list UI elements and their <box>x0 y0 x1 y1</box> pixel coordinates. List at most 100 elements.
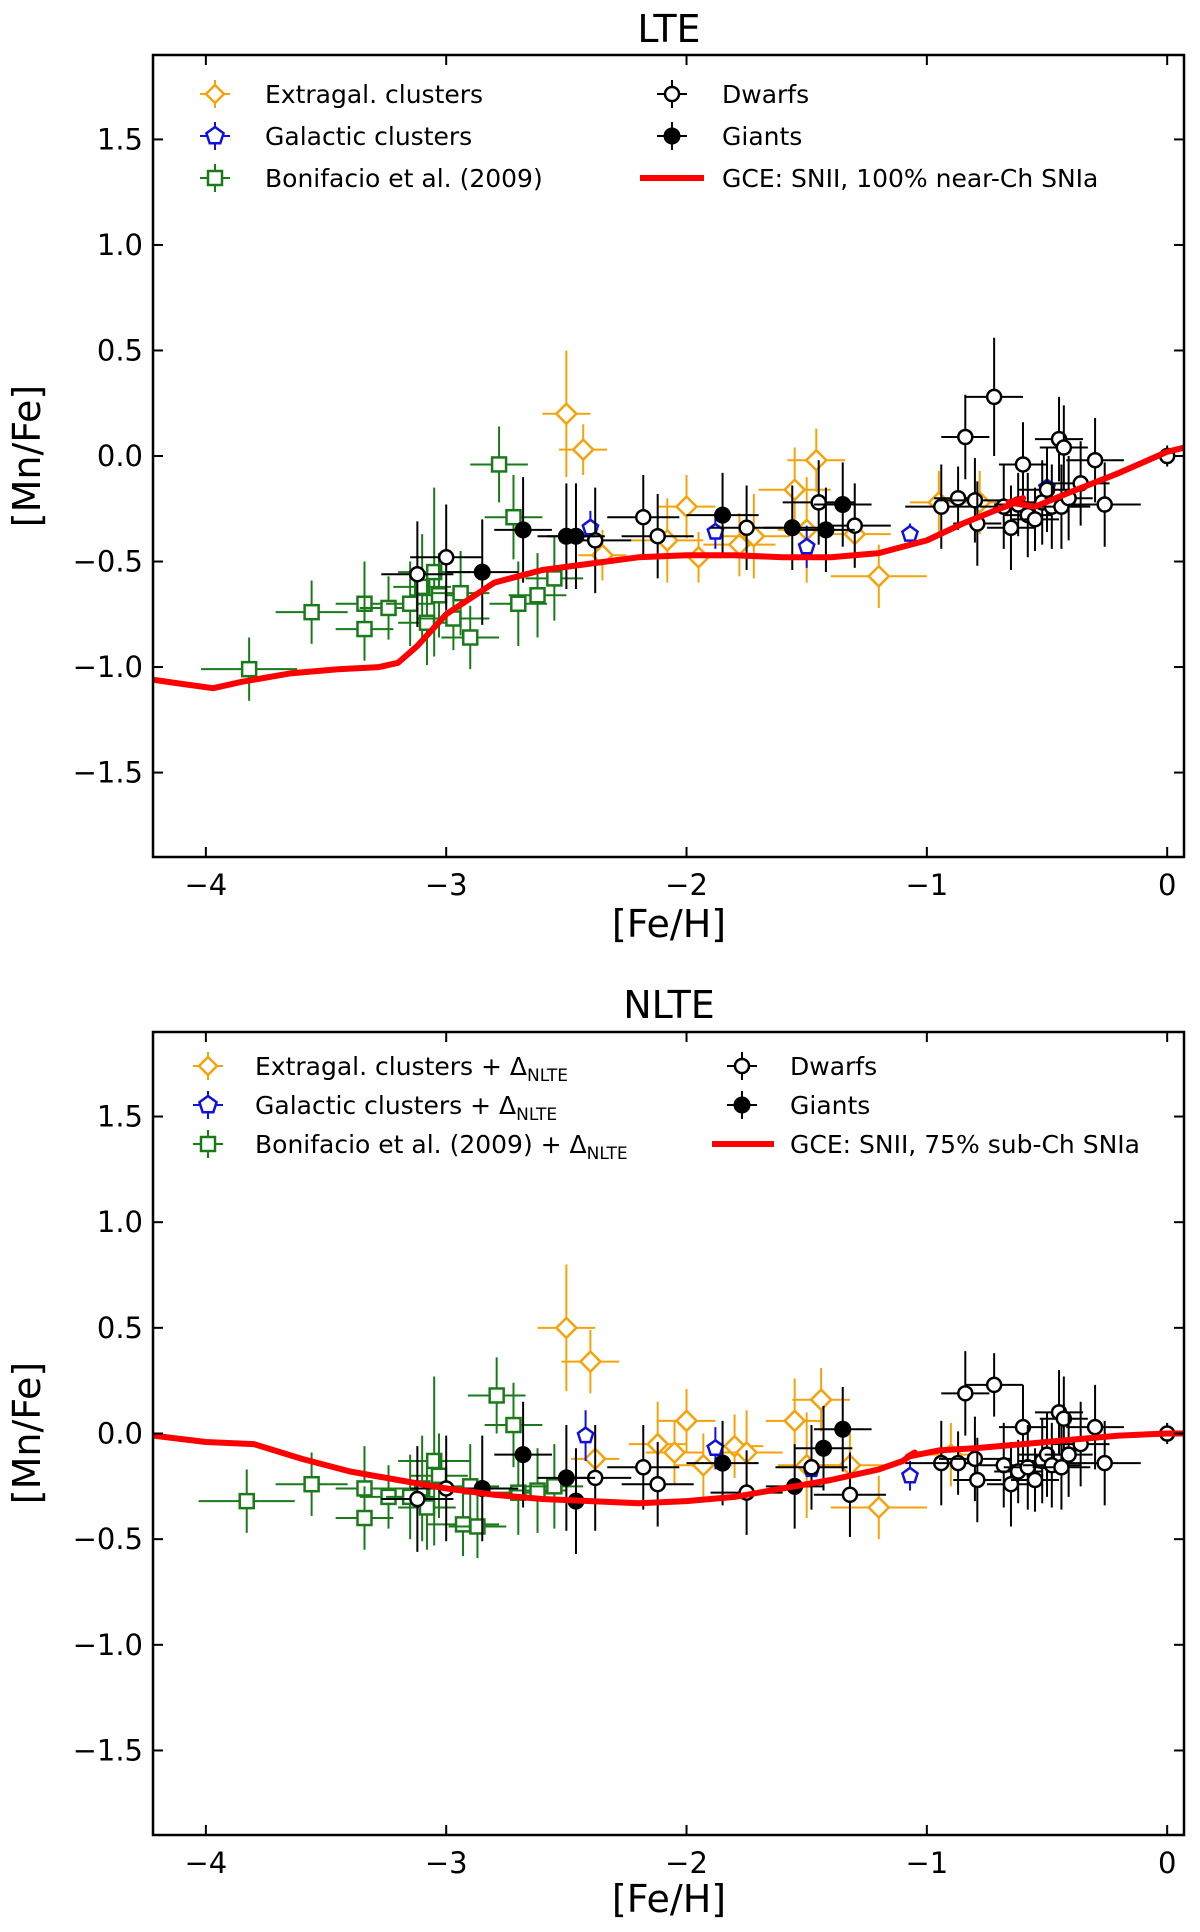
y-tick-label: −1.0 <box>73 1628 143 1662</box>
data-point <box>198 1469 295 1533</box>
data-point-marker <box>1055 439 1073 456</box>
data-point <box>765 1378 824 1464</box>
data-point-marker <box>1014 456 1032 473</box>
data-point-marker <box>1026 511 1044 528</box>
data-point <box>686 1420 759 1506</box>
legend-label: Bonifacio et al. (2009) <box>265 164 543 193</box>
data-point <box>621 1441 694 1527</box>
data-point <box>830 1475 927 1540</box>
data-point-marker <box>1060 1446 1077 1463</box>
data-point <box>275 1452 348 1516</box>
legend-label: GCE: SNII, 100% near-Ch SNIa <box>722 164 1098 193</box>
data-point <box>1066 418 1124 503</box>
y-tick-label: −0.5 <box>73 545 143 579</box>
data-point-marker <box>554 1316 579 1340</box>
data-point-marker <box>546 570 563 587</box>
data-point-marker <box>1038 481 1056 499</box>
data-point <box>381 1446 454 1552</box>
y-tick-label: 0.5 <box>97 1311 143 1345</box>
data-point <box>446 519 519 625</box>
data-point-marker <box>783 519 801 537</box>
data-point <box>470 426 528 503</box>
data-point <box>900 523 920 545</box>
data-point-marker <box>810 494 827 511</box>
data-point <box>1066 1384 1124 1470</box>
legend-item-gce: GCE: SNII, 100% near-Ch SNIa <box>640 164 1098 193</box>
data-layer <box>153 337 1184 701</box>
series-extragal <box>537 1264 980 1540</box>
data-point <box>547 483 605 589</box>
legend-item-giants: Giants <box>657 122 802 151</box>
data-point-marker <box>567 527 585 545</box>
data-point-marker <box>554 402 579 426</box>
data-point-marker <box>867 1495 891 1520</box>
data-point <box>467 1357 526 1434</box>
data-point-marker <box>437 549 455 566</box>
data-point <box>525 1444 584 1529</box>
data-point-marker <box>834 1420 852 1438</box>
legend-item-bonifacio: Bonifacio et al. (2009) + ΔNLTE <box>193 1130 628 1164</box>
data-point <box>657 1389 716 1453</box>
data-point-marker <box>452 584 469 602</box>
data-point-marker <box>706 1438 725 1457</box>
data-point <box>508 553 567 638</box>
data-point <box>792 1367 850 1432</box>
filled-circle-marker-icon <box>733 1096 751 1114</box>
data-point <box>621 493 694 579</box>
legend-item-dwarfs: Dwarfs <box>727 1052 877 1081</box>
legend-item-extragal: Extragal. clusters <box>200 80 483 109</box>
data-point-marker <box>557 1469 575 1487</box>
data-point-marker <box>714 506 732 524</box>
data-point-marker <box>409 1490 426 1508</box>
data-point-marker <box>995 1456 1013 1474</box>
data-point <box>537 1425 596 1531</box>
data-point <box>965 1353 1023 1417</box>
data-point <box>941 1351 990 1436</box>
ticks: −4 −3 −2 −1 0 −1.5 −1.0 −0.5 0.0 0.5 1.0 1.5 <box>73 1032 1184 1880</box>
x-tick-label: −1 <box>905 1846 948 1880</box>
data-point-marker <box>356 620 373 638</box>
data-point <box>900 1460 920 1491</box>
data-point-marker <box>1096 496 1113 513</box>
data-point <box>1010 487 1060 551</box>
data-point-marker <box>782 1409 807 1433</box>
data-point-marker <box>949 489 967 507</box>
y-axis-label: [Mn/Fe] <box>5 1362 49 1504</box>
legend-label: Giants <box>790 1091 870 1120</box>
data-point <box>706 1427 725 1470</box>
data-point-marker <box>356 1509 373 1527</box>
data-point-marker <box>738 519 755 537</box>
data-point-marker <box>722 1434 747 1458</box>
data-point-marker <box>817 521 835 539</box>
y-tick-label: 1.5 <box>97 122 143 156</box>
data-point-marker <box>674 1409 699 1433</box>
data-point <box>431 550 490 636</box>
y-tick-label: 0.0 <box>97 1417 143 1451</box>
x-tick-label: 0 <box>1158 868 1176 902</box>
legend-label: Dwarfs <box>722 80 809 109</box>
data-point <box>525 536 584 621</box>
data-point-marker <box>505 1416 522 1434</box>
data-point-marker <box>238 1492 255 1510</box>
data-point <box>794 1406 853 1491</box>
data-point-marker <box>809 1387 833 1412</box>
plot-area <box>153 1264 1184 1559</box>
data-point-marker <box>834 496 852 514</box>
series-bonifacio <box>201 426 584 701</box>
y-tick-label: −1.5 <box>73 1733 143 1767</box>
y-axis-label: [Mn/Fe] <box>5 385 49 527</box>
data-point-marker <box>514 521 532 539</box>
data-point <box>775 1425 848 1510</box>
data-point <box>484 1382 543 1468</box>
legend-item-giants: Giants <box>727 1091 870 1120</box>
series-giants <box>446 462 872 625</box>
data-point <box>542 350 591 478</box>
data-point-marker <box>803 1459 820 1476</box>
x-tick-label: −2 <box>665 1846 708 1880</box>
data-point-marker <box>969 1471 986 1489</box>
x-tick-label: −4 <box>184 1846 227 1880</box>
series-extragal <box>542 350 1009 608</box>
data-point-marker <box>985 1376 1003 1394</box>
data-point <box>965 337 1023 456</box>
data-point <box>426 1492 500 1557</box>
